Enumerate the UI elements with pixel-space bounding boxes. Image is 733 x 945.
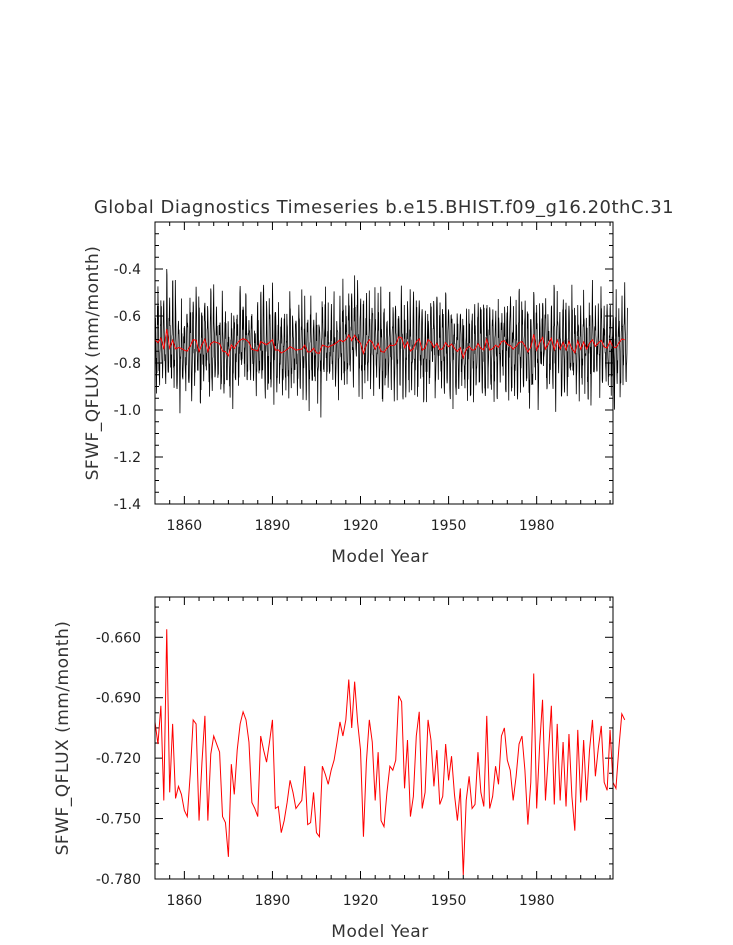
x-tick-label: 1980 [519,893,555,909]
x-tick-label: 1920 [343,518,379,534]
panel-1-annual-series [154,329,625,360]
x-axis-label: Model Year [331,922,428,942]
x-tick-label: 1950 [431,893,467,909]
y-tick-label: -0.750 [96,812,141,828]
monthly-series-line [154,268,628,418]
panel-1: Global Diagnostics Timeseries b.e15.BHIS… [83,197,674,567]
annual-mean-line [154,629,626,875]
y-axis-label: SFWF_QFLUX (mm/month) [53,621,73,856]
y-tick-label: -1.0 [114,403,141,419]
y-tick-label: -0.660 [96,630,141,646]
x-tick-label: 1980 [519,518,555,534]
y-tick-label: -0.4 [114,262,141,278]
x-tick-label: 1890 [255,518,291,534]
y-tick-label: -0.6 [114,309,141,325]
y-tick-label: -0.720 [96,751,141,767]
annual-mean-line [154,329,625,360]
y-tick-label: -1.4 [114,497,141,513]
chart-title: Global Diagnostics Timeseries b.e15.BHIS… [94,197,674,218]
panel-2-frame [154,596,614,880]
y-tick-label: -0.8 [114,356,141,372]
y-tick-label: -0.780 [96,872,141,888]
panel-2-ticks: 1860 1890 1920 1950 1980 -0.660 -0.690 -0.720 -0… [96,597,613,909]
x-axis-label: Model Year [331,547,428,567]
panel-1-monthly-series [154,268,628,418]
panel-2-annual-series [154,629,626,875]
panel-1-ticks: 1860 1890 1920 1950 1980 -0.4 -0.6 -0.8 -1.0 -1.2… [114,221,613,534]
x-tick-label: 1950 [431,518,467,534]
x-tick-label: 1920 [343,893,379,909]
panel-1-frame [154,221,614,505]
panel-2: 1860 1890 1920 1950 1980 -0.660 -0.690 -0.720 -0… [53,596,626,942]
y-tick-label: -0.690 [96,691,141,707]
y-axis-label: SFWF_QFLUX (mm/month) [83,246,103,481]
x-tick-label: 1860 [167,893,203,909]
y-tick-label: -1.2 [114,450,141,466]
x-tick-label: 1860 [167,518,203,534]
x-tick-label: 1890 [255,893,291,909]
